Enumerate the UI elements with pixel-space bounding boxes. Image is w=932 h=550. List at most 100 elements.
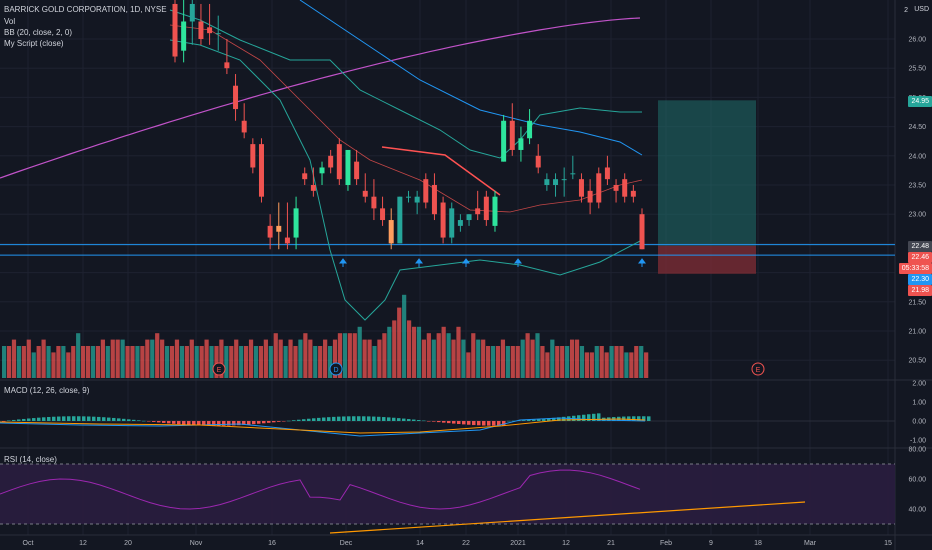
candle-body [535,155,541,168]
candle [276,202,282,250]
script-legend: My Script (close) [4,39,64,48]
candle-body [293,208,299,238]
volume-bar [155,333,160,378]
volume-bar [46,346,51,378]
macd-hist-bar [537,419,541,421]
volume-bar [263,339,268,378]
macd-hist-bar [12,419,16,421]
macd-tick-label: 1.00 [912,400,926,407]
macd-hist-bar [422,420,426,422]
candle-body [414,196,420,203]
macd-hist-bar [587,414,591,421]
currency-label: USD [914,6,929,13]
volume-bar [164,346,170,378]
volume-bar [619,346,624,378]
macd-hist-bar [527,419,531,421]
macd-hist-bar [122,418,126,421]
volume-bar [31,352,36,378]
macd-hist-bar [377,416,381,421]
macd-hist-bar [7,420,11,421]
candle-body [431,185,437,215]
macd-hist-bar [352,416,356,421]
candle [328,149,334,174]
candle [509,103,515,156]
macd-hist-bar [282,421,286,422]
macd-hist-bar [577,415,581,421]
volume-bar [481,339,486,378]
macd-hist-bar [52,416,56,421]
event-circle [751,362,765,376]
event-label: E [756,367,761,374]
candle-body [527,120,533,139]
volume-bar [85,346,91,378]
macd-hist-bar [362,416,366,421]
macd-hist-bar [182,421,186,425]
time-tick-label: 14 [416,540,424,547]
volume-bar [115,339,120,378]
macd-hist-bar [167,421,171,424]
macd-hist-bar [552,417,556,421]
candle-body [509,120,515,150]
volume-bar [66,352,71,378]
macd-tick-label: 2.00 [912,381,926,388]
candle-body [258,144,264,197]
macd-line [0,417,646,437]
volume-bar [634,346,639,378]
volume-bar [461,339,466,378]
mid-ma-line [299,0,643,156]
macd-hist-bar [227,421,231,426]
macd-hist-bar [332,416,336,421]
macd-hist-bar [627,416,631,421]
macd-hist-bar [267,421,271,423]
macd-hist-bar [67,416,71,421]
time-tick-label: Mar [804,540,817,547]
candle-body [198,21,204,39]
volume-bar [476,339,481,378]
macd-hist-bar [597,413,601,421]
macd-hist-bar [302,419,306,421]
candle [258,138,264,203]
event-marker-icon: E [212,362,226,376]
candle-body [561,179,567,181]
candle-body [630,190,636,197]
volume-bar [540,346,545,378]
price-tick-label: 26.00 [908,37,926,44]
volume-bar [150,339,155,378]
macd-hist-bar [252,421,256,425]
candle-body [457,220,463,226]
macd-hist-bar [522,420,526,421]
candle-body [215,33,221,35]
candle-body [587,190,593,203]
candle-body [233,85,239,110]
volume-bar [639,346,644,378]
event-circle [329,362,343,376]
macd-hist-bar [632,416,636,421]
candle-body [501,120,507,162]
candle [475,190,481,221]
macd-hist-bar [97,416,101,421]
volume-bar [416,326,422,378]
candle [561,167,567,197]
volume-bar [273,333,278,378]
macd-hist-bar [542,418,546,421]
macd-hist-bar [197,421,201,426]
up-arrow-glyph [638,258,646,267]
macd-hist-bar [92,416,96,421]
candle-body [345,149,351,185]
price-tick-label: 24.50 [908,124,926,131]
volume-bar [574,339,580,378]
macd-hist-bar [177,421,181,425]
candle [501,114,507,162]
macd-hist-bar [102,417,106,421]
volume-bar [436,333,441,378]
volume-bar [495,346,501,378]
volume-bar [490,346,496,378]
volume-bar [11,339,17,378]
macd-hist-bar [27,418,31,421]
volume-bar [253,346,259,378]
macd-hist-bar [427,421,431,422]
volume-bar [406,320,412,378]
macd-hist-bar [287,420,291,422]
volume-bar [594,346,599,378]
